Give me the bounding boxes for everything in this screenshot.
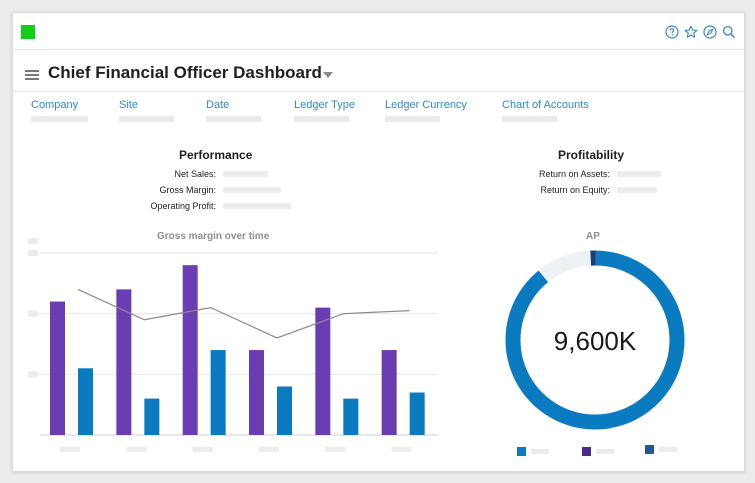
bar (210, 350, 226, 435)
filter-bar: Company Site Date Ledger Type Ledger Cur… (31, 99, 731, 131)
metric-label: Gross Margin: (159, 185, 216, 195)
filter-date[interactable]: Date (206, 99, 261, 122)
legend-swatch (582, 447, 591, 456)
filter-label: Ledger Currency (385, 99, 467, 111)
filter-company[interactable]: Company (31, 99, 88, 122)
filter-label: Ledger Type (294, 99, 355, 111)
legend-swatch (645, 445, 654, 454)
top-icons (665, 25, 736, 39)
series-line (77, 288, 410, 339)
filter-value-placeholder (119, 116, 174, 122)
legend-label-placeholder (531, 449, 549, 454)
x-tick-placeholder (60, 447, 80, 452)
profitability-title: Profitability (558, 148, 625, 162)
header-divider (13, 91, 744, 92)
compass-icon[interactable] (703, 25, 717, 39)
filter-chart-of-accounts[interactable]: Chart of Accounts (502, 99, 589, 122)
menu-icon[interactable] (25, 70, 39, 80)
metric-label: Return on Equity: (540, 185, 610, 195)
filter-value-placeholder (502, 116, 557, 122)
x-tick-placeholder (192, 447, 213, 452)
legend-label-placeholder (596, 449, 614, 454)
metric-value-placeholder (223, 171, 268, 177)
help-icon[interactable] (665, 25, 679, 39)
performance-title: Performance (179, 148, 253, 162)
star-icon[interactable] (684, 25, 698, 39)
legend-label-placeholder (659, 447, 677, 452)
filter-label: Company (31, 99, 79, 111)
filter-value-placeholder (294, 116, 349, 122)
filter-value-placeholder (385, 116, 440, 122)
ap-donut-chart (505, 250, 685, 430)
bar (249, 350, 264, 435)
x-tick-placeholder (391, 447, 412, 452)
bar-chart-title: Gross margin over time (157, 231, 270, 242)
metric-label: Return on Assets: (538, 169, 610, 179)
bar (315, 307, 331, 435)
app-logo[interactable] (21, 25, 35, 39)
filter-value-placeholder (31, 116, 88, 122)
bar (144, 398, 160, 435)
donut-chart-title: AP (586, 231, 600, 242)
legend-swatch (517, 447, 526, 456)
filter-label: Chart of Accounts (502, 99, 589, 111)
chevron-down-icon[interactable] (323, 72, 333, 78)
x-tick-placeholder (259, 447, 279, 452)
filter-ledger-currency[interactable]: Ledger Currency (385, 99, 467, 122)
bar (50, 301, 65, 435)
top-bar (13, 13, 744, 50)
y-tick-placeholder (28, 238, 38, 244)
bar (381, 350, 397, 435)
bar (277, 386, 292, 435)
bar (78, 368, 93, 435)
bar (182, 265, 198, 435)
y-tick-placeholder (28, 250, 38, 256)
metric-value-placeholder (223, 187, 281, 193)
gross-margin-chart (28, 238, 438, 452)
filter-value-placeholder (206, 116, 261, 122)
filter-label: Date (206, 99, 230, 111)
x-tick-placeholder (325, 447, 346, 452)
filter-label: Site (119, 99, 138, 111)
bar (343, 398, 359, 435)
metric-value-placeholder (617, 187, 657, 193)
filter-site[interactable]: Site (119, 99, 174, 122)
page-title: Chief Financial Officer Dashboard (48, 63, 322, 82)
metric-label: Net Sales: (174, 169, 216, 179)
filter-ledger-type[interactable]: Ledger Type (294, 99, 355, 122)
metric-value-placeholder (617, 171, 661, 177)
donut-slice (538, 250, 592, 283)
donut-center-value: 9,600K (553, 326, 637, 356)
dashboard-header: Chief Financial Officer Dashboard (13, 61, 744, 89)
search-icon[interactable] (722, 25, 736, 39)
donut-slice (505, 250, 685, 430)
x-tick-placeholder (126, 447, 147, 452)
y-tick-placeholder (28, 310, 38, 317)
y-tick-placeholder (28, 371, 38, 378)
metric-value-placeholder (223, 203, 291, 209)
bar (116, 289, 132, 435)
bar (409, 392, 425, 435)
dashboard-window: Chief Financial Officer Dashboard Compan… (12, 12, 745, 472)
metric-label: Operating Profit: (150, 201, 216, 211)
